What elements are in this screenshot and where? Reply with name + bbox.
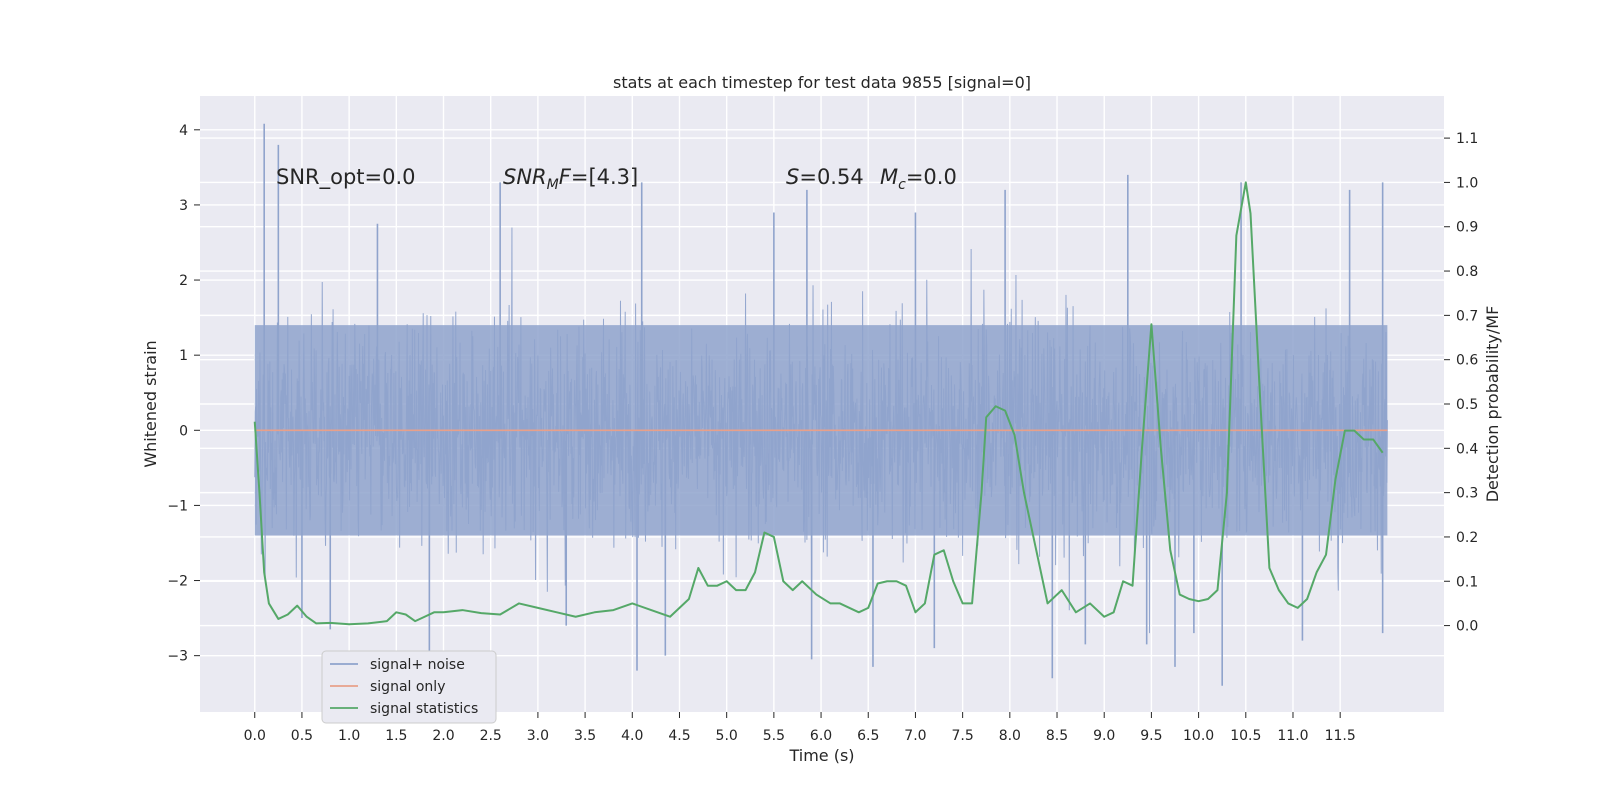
y-right-tick-label-6: 0.5 [1456,397,1478,413]
svg-text:signal statistics: signal statistics [370,701,478,717]
svg-text:S=0.54: S=0.54 [786,165,864,189]
y-axis-left-ticks: 4 3 2 1 0 −1 −2 −3 [167,123,200,665]
x-tick-label-3: 1.5 [385,728,407,744]
x-tick-label-16: 8.0 [999,728,1021,744]
y-left-tick-label-0: 4 [179,123,188,139]
y-right-tick-label-5: 0.6 [1456,353,1478,369]
y-axis-right-ticks: 1.1 1.0 0.9 0.8 0.7 0.6 0.5 0.4 0.3 0.2 0.1 0.0 [1444,131,1478,635]
x-tick-label-19: 9.5 [1140,728,1162,744]
x-tick-label-6: 3.0 [527,728,549,744]
y-left-tick-label-5: −1 [167,498,188,514]
y-right-tick-label-9: 0.2 [1456,530,1478,546]
legend-item-signal-statistics: signal statistics [330,701,478,717]
x-tick-label-15: 7.5 [952,728,974,744]
x-tick-label-12: 6.0 [810,728,832,744]
x-tick-label-13: 6.5 [857,728,879,744]
y-left-tick-label-3: 1 [179,348,188,364]
x-tick-label-17: 8.5 [1046,728,1068,744]
y-axis-left-label: Whitened strain [141,340,160,467]
svg-text:signal+ noise: signal+ noise [370,657,465,673]
x-axis-label: Time (s) [788,746,854,765]
x-tick-label-11: 5.5 [763,728,785,744]
annotation-s-value: =0.54 [799,165,863,189]
y-right-tick-label-11: 0.0 [1456,619,1478,635]
x-tick-label-14: 7.0 [904,728,926,744]
x-tick-label-4: 2.0 [432,728,454,744]
chart-title: stats at each timestep for test data 985… [613,73,1031,92]
x-tick-label-23: 11.5 [1325,728,1356,744]
x-tick-label-1: 0.5 [291,728,313,744]
legend: signal+ noise signal only signal statist… [321,650,497,724]
legend-item-signal-only: signal only [330,679,445,695]
x-tick-label-20: 10.0 [1183,728,1214,744]
annotation-mc-value: =0.0 [906,165,957,189]
x-tick-label-8: 4.0 [621,728,643,744]
y-left-tick-label-4: 0 [179,423,188,439]
y-right-tick-label-10: 0.1 [1456,574,1478,590]
y-left-tick-label-6: −2 [167,574,188,590]
series-signal-statistics-line [253,181,1384,626]
annotation-snr-opt: SNR_opt=0.0 [276,165,416,190]
legend-item-signal-noise: signal+ noise [330,657,465,673]
x-tick-label-22: 11.0 [1277,728,1308,744]
y-right-tick-label-3: 0.8 [1456,264,1478,280]
svg-text:Mc=0.0: Mc=0.0 [880,165,957,193]
svg-text:signal only: signal only [370,679,445,695]
y-left-tick-label-7: −3 [167,649,188,665]
y-right-tick-label-0: 1.1 [1456,131,1478,147]
series-layer [253,123,1388,686]
y-right-tick-label-4: 0.7 [1456,308,1478,324]
annotation-s: S=0.54 [786,165,864,189]
x-tick-label-5: 2.5 [480,728,502,744]
y-left-tick-label-2: 2 [179,273,188,289]
y-left-tick-label-1: 3 [179,198,188,214]
x-tick-label-18: 9.0 [1093,728,1115,744]
annotation-snr-mf: SNRMF=[4.3] [503,165,638,193]
annotation-snr-mf-value: [4.3] [588,165,638,189]
y-right-tick-label-1: 1.0 [1456,175,1478,191]
x-tick-label-10: 5.0 [716,728,738,744]
x-tick-label-21: 10.5 [1230,728,1261,744]
x-tick-label-7: 3.5 [574,728,596,744]
y-right-tick-label-8: 0.3 [1456,486,1478,502]
x-tick-label-2: 1.0 [338,728,360,744]
y-right-tick-label-2: 0.9 [1456,220,1478,236]
x-axis-ticks: 0.0 0.5 1.0 1.5 2.0 2.5 3.0 3.5 4.0 4.5 5.0 5.5 6.0 6… [244,712,1356,744]
y-right-tick-label-7: 0.4 [1456,441,1478,457]
x-tick-label-0: 0.0 [244,728,266,744]
svg-text:SNRMF=[4.3]: SNRMF=[4.3] [503,165,638,193]
x-tick-label-9: 4.5 [668,728,690,744]
annotation-mc: Mc=0.0 [880,165,957,193]
y-axis-right-label: Detection probability/MF [1483,306,1502,503]
